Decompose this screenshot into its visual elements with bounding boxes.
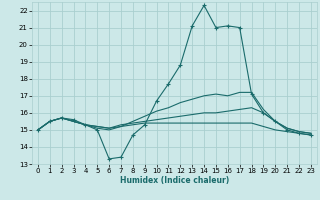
X-axis label: Humidex (Indice chaleur): Humidex (Indice chaleur) <box>120 176 229 185</box>
